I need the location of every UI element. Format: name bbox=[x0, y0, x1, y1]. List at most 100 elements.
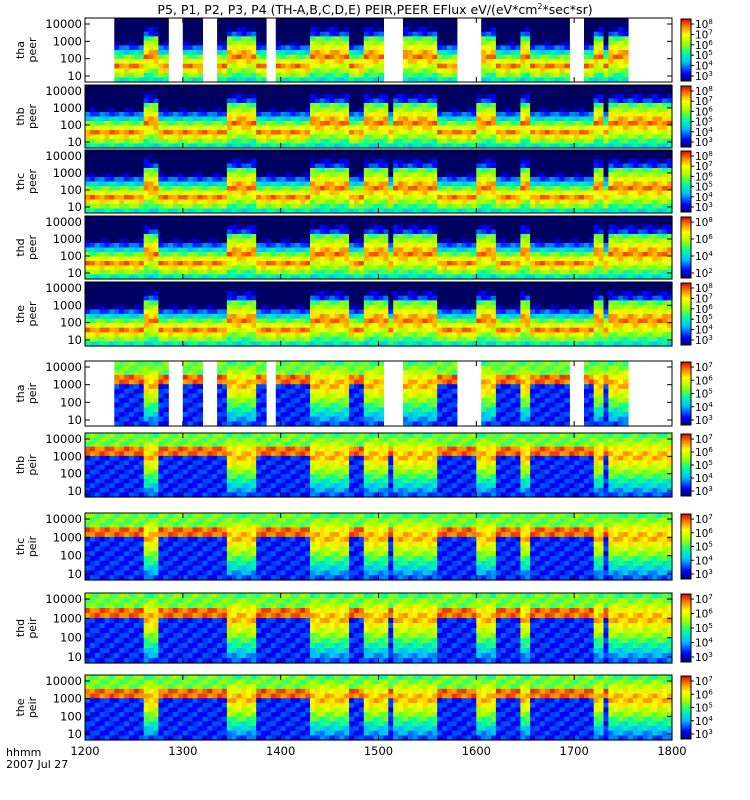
y-tick-label: 1000 bbox=[53, 378, 82, 392]
colorbar bbox=[681, 151, 691, 212]
colorbar bbox=[681, 434, 691, 496]
colorbar bbox=[681, 19, 691, 81]
panel-tha-peer bbox=[114, 18, 628, 83]
y-tick-label: 100 bbox=[60, 467, 82, 481]
y-tick-label: 10 bbox=[67, 69, 82, 83]
colorbar bbox=[681, 283, 691, 345]
y-tick-label: 1000 bbox=[53, 232, 82, 246]
panel-product-label: peer bbox=[26, 235, 39, 261]
y-tick-label: 100 bbox=[60, 316, 82, 330]
panel-tha-peir bbox=[114, 361, 628, 427]
colorbar-tick-label: 103 bbox=[695, 201, 713, 214]
colorbar-tick-label: 105 bbox=[695, 388, 713, 401]
y-tick-label: 100 bbox=[60, 395, 82, 409]
y-tick-label: 10 bbox=[67, 484, 82, 498]
colorbar-tick-label: 107 bbox=[695, 433, 713, 446]
panel-thd-peer bbox=[85, 216, 673, 280]
colorbar-tick-label: 106 bbox=[695, 527, 713, 540]
colorbar-tick-label: 104 bbox=[695, 472, 713, 485]
y-tick-label: 1000 bbox=[53, 611, 82, 625]
x-tick-label: 1600 bbox=[462, 744, 491, 758]
panel-thb-peer bbox=[85, 85, 673, 149]
panel-thc-peer bbox=[85, 150, 673, 214]
y-tick-label: 10000 bbox=[45, 17, 82, 31]
colorbar-tick-label: 103 bbox=[695, 728, 713, 741]
panel-the-peer bbox=[85, 282, 673, 347]
colorbar-tick-label: 104 bbox=[695, 401, 713, 414]
panel-product-label: peer bbox=[26, 104, 39, 130]
colorbar bbox=[681, 86, 691, 147]
colorbar-tick-label: 103 bbox=[695, 136, 713, 149]
colorbar-tick-label: 108 bbox=[695, 216, 713, 229]
panel-thb-peir bbox=[85, 433, 673, 498]
panel-product-label: peir bbox=[26, 454, 39, 476]
colorbar-tick-label: 105 bbox=[695, 702, 713, 715]
y-tick-label: 10000 bbox=[45, 432, 82, 446]
y-tick-label: 10000 bbox=[45, 360, 82, 374]
colorbar-tick-label: 107 bbox=[695, 513, 713, 526]
x-tick-label: 1400 bbox=[266, 744, 295, 758]
panel-product-label: peer bbox=[26, 169, 39, 195]
colorbar-tick-label: 106 bbox=[695, 688, 713, 701]
x-tick-label: 1800 bbox=[657, 744, 686, 758]
y-tick-label: 10000 bbox=[45, 215, 82, 229]
colorbar bbox=[681, 676, 691, 739]
colorbar-tick-label: 103 bbox=[695, 568, 713, 581]
y-tick-label: 10 bbox=[67, 650, 82, 664]
colorbar-tick-label: 102 bbox=[695, 267, 713, 280]
y-tick-label: 10 bbox=[67, 567, 82, 581]
y-tick-label: 1000 bbox=[53, 101, 82, 115]
y-tick-label: 10 bbox=[67, 200, 82, 214]
colorbar-tick-label: 103 bbox=[695, 485, 713, 498]
panel-product-label: peir bbox=[26, 617, 39, 639]
colorbar bbox=[681, 514, 691, 579]
panel-the-peir bbox=[85, 675, 673, 741]
y-tick-label: 10 bbox=[67, 266, 82, 280]
panel-product-label: peir bbox=[26, 382, 39, 404]
y-tick-label: 100 bbox=[60, 631, 82, 645]
y-tick-label: 100 bbox=[60, 183, 82, 197]
colorbar-tick-label: 103 bbox=[695, 414, 713, 427]
y-tick-label: 1000 bbox=[53, 298, 82, 312]
colorbar bbox=[681, 594, 691, 662]
y-tick-label: 100 bbox=[60, 118, 82, 132]
colorbar-tick-label: 105 bbox=[695, 459, 713, 472]
colorbar-tick-label: 104 bbox=[695, 637, 713, 650]
panel-product-label: peir bbox=[26, 535, 39, 557]
panel-product-label: peer bbox=[26, 301, 39, 327]
y-tick-label: 100 bbox=[60, 52, 82, 66]
panel-thc-peir bbox=[85, 513, 673, 581]
x-tick-label: 1300 bbox=[168, 744, 197, 758]
y-tick-label: 10000 bbox=[45, 149, 82, 163]
y-tick-label: 1000 bbox=[53, 34, 82, 48]
x-tick-label: 1200 bbox=[70, 744, 99, 758]
y-tick-label: 10 bbox=[67, 333, 82, 347]
x-tick-label: 1700 bbox=[560, 744, 589, 758]
y-tick-label: 10000 bbox=[45, 592, 82, 606]
colorbar-tick-label: 107 bbox=[695, 675, 713, 688]
y-tick-label: 10000 bbox=[45, 512, 82, 526]
colorbar-tick-label: 106 bbox=[695, 233, 713, 246]
colorbar-tick-label: 104 bbox=[695, 250, 713, 263]
panel-thd-peir bbox=[85, 593, 673, 664]
panel-product-label: peer bbox=[26, 37, 39, 63]
y-tick-label: 10000 bbox=[45, 281, 82, 295]
colorbar-tick-label: 107 bbox=[695, 361, 713, 374]
y-tick-label: 1000 bbox=[53, 166, 82, 180]
y-tick-label: 10000 bbox=[45, 84, 82, 98]
panel-product-label: peir bbox=[26, 696, 39, 718]
x-tick-label: 1500 bbox=[364, 744, 393, 758]
colorbar-tick-label: 106 bbox=[695, 608, 713, 621]
y-tick-label: 1000 bbox=[53, 530, 82, 544]
colorbar bbox=[681, 217, 691, 278]
colorbar bbox=[681, 362, 691, 425]
colorbar-tick-label: 105 bbox=[695, 622, 713, 635]
y-tick-label: 1000 bbox=[53, 449, 82, 463]
y-tick-label: 10 bbox=[67, 135, 82, 149]
y-tick-label: 10000 bbox=[45, 674, 82, 688]
colorbar-tick-label: 104 bbox=[695, 715, 713, 728]
colorbar-tick-label: 105 bbox=[695, 541, 713, 554]
y-tick-label: 10 bbox=[67, 413, 82, 427]
y-tick-label: 1000 bbox=[53, 692, 82, 706]
colorbar-tick-label: 106 bbox=[695, 446, 713, 459]
